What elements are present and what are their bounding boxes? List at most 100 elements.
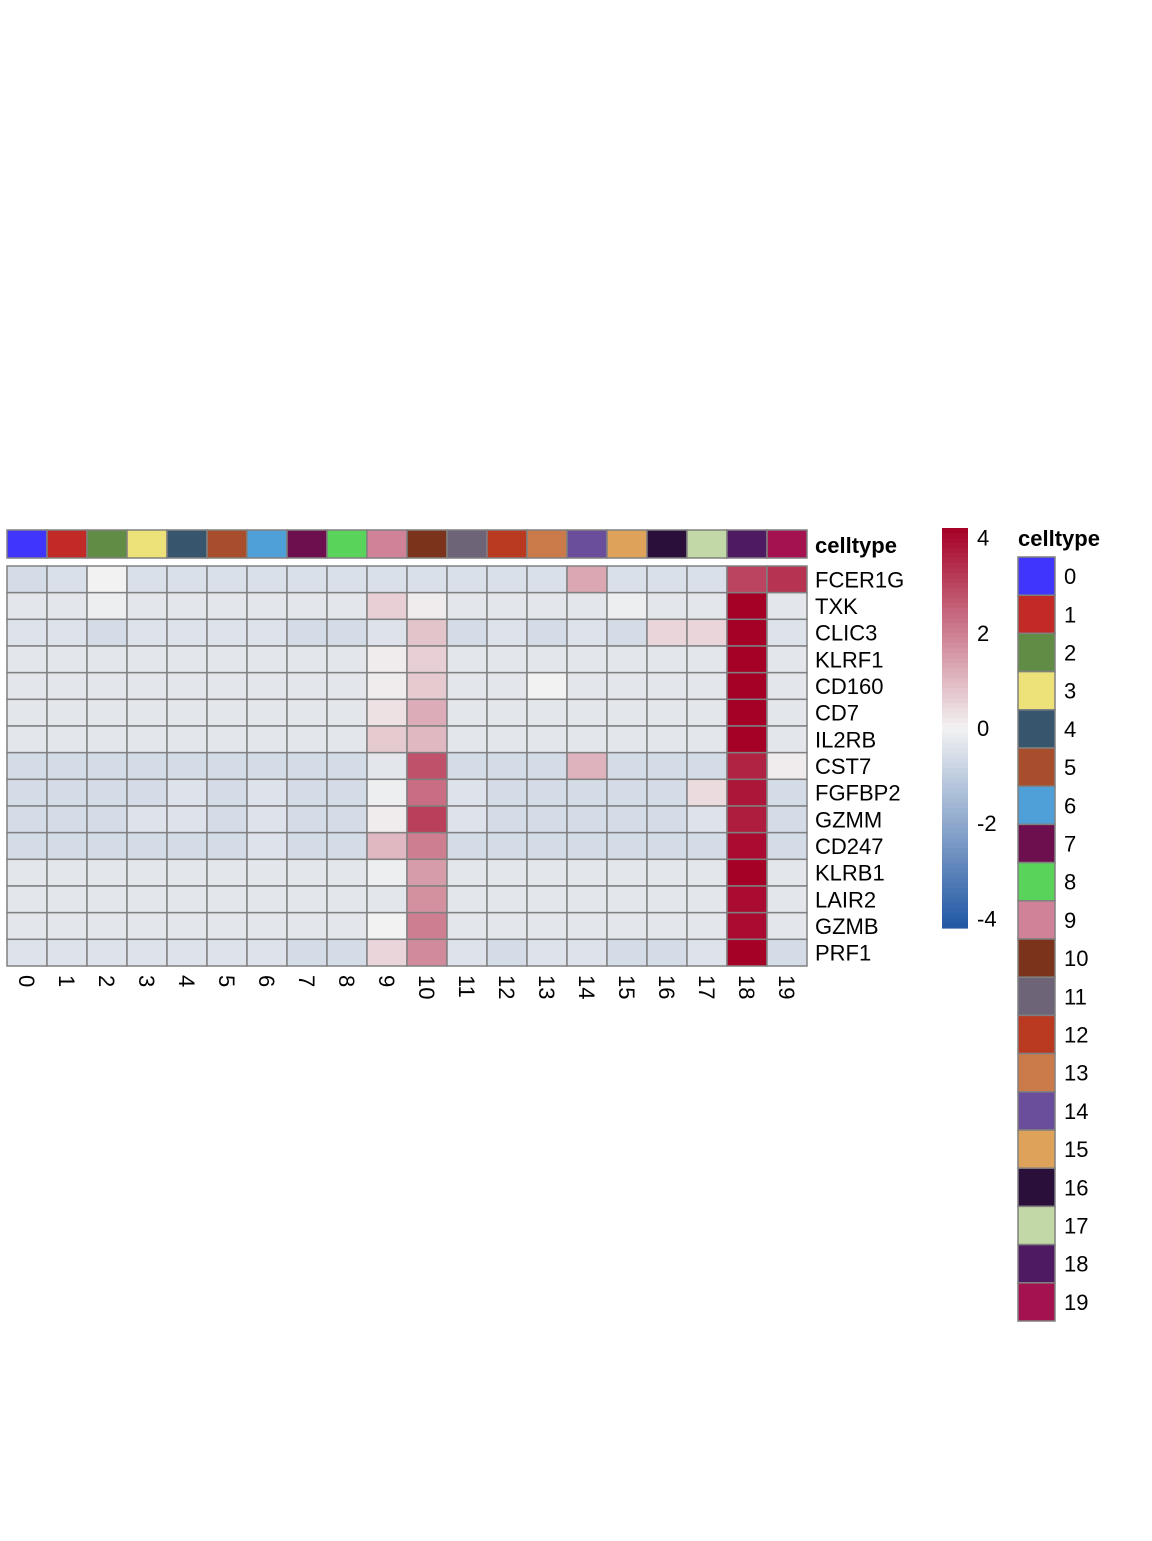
- legend-swatch-7: [1017, 823, 1056, 864]
- colorbar-segment: [942, 568, 968, 574]
- heatmap-cell: [726, 805, 768, 834]
- column-label-16: 16: [654, 975, 679, 999]
- heatmap-cell: [566, 591, 608, 621]
- legend-label-9: 9: [1064, 908, 1076, 933]
- heatmap-cell: [406, 591, 448, 621]
- legend-label-18: 18: [1064, 1252, 1088, 1277]
- colorbar-segment: [942, 583, 968, 589]
- colorbar-segment: [942, 843, 968, 849]
- colorbar-segment: [942, 873, 968, 879]
- legend-label-1: 1: [1064, 602, 1076, 627]
- heatmap-cell: [366, 805, 408, 834]
- heatmap-cell: [366, 858, 408, 887]
- heatmap-cell: [126, 805, 168, 834]
- heatmap-cell: [606, 831, 648, 861]
- heatmap-cell: [726, 751, 768, 781]
- legend-label-7: 7: [1064, 832, 1076, 857]
- heatmap-cell: [686, 858, 728, 887]
- heatmap-cell: [206, 698, 248, 727]
- colorbar-segment: [942, 653, 968, 659]
- legend-label-5: 5: [1064, 755, 1076, 780]
- colorbar-segment: [942, 603, 968, 609]
- heatmap-cell: [286, 725, 328, 754]
- heatmap-cell: [406, 778, 448, 807]
- colorbar-segment: [942, 663, 968, 669]
- heatmap-cell: [286, 885, 328, 914]
- colorbar-segment: [942, 528, 968, 534]
- colorbar-segment: [942, 878, 968, 884]
- heatmap-cell: [486, 698, 528, 727]
- heatmap-cell: [166, 725, 208, 754]
- colorbar-segment: [942, 918, 968, 924]
- colorbar-segment: [942, 773, 968, 779]
- heatmap-cell: [446, 671, 488, 701]
- heatmap-cell: [566, 671, 608, 701]
- row-label-CST7: CST7: [815, 754, 871, 779]
- annotation-cell-4: [166, 529, 208, 559]
- colorbar-segment: [942, 763, 968, 769]
- legend-label-13: 13: [1064, 1061, 1088, 1086]
- legend-label-10: 10: [1064, 946, 1088, 971]
- heatmap-cell: [766, 778, 808, 807]
- column-label-10: 10: [414, 975, 439, 999]
- heatmap-cell: [446, 911, 488, 941]
- heatmap-cell: [286, 751, 328, 781]
- colorbar-segment: [942, 638, 968, 644]
- annotation-cell-6: [246, 529, 288, 559]
- heatmap-cell: [46, 938, 88, 967]
- heatmap-cell: [46, 751, 88, 781]
- annotation-cell-8: [326, 529, 368, 559]
- heatmap-cell: [286, 565, 328, 594]
- heatmap-cell: [366, 645, 408, 674]
- legend-label-16: 16: [1064, 1175, 1088, 1200]
- heatmap-cell: [326, 885, 368, 914]
- colorbar-segment: [942, 803, 968, 809]
- heatmap-cell: [526, 911, 568, 941]
- heatmap-cell: [6, 591, 48, 621]
- annotation-cell-7: [286, 529, 328, 559]
- heatmap-cell: [46, 725, 88, 754]
- annotation-cell-15: [606, 529, 648, 559]
- colorbar-segment: [942, 668, 968, 674]
- heatmap-cell: [126, 938, 168, 967]
- heatmap-cell: [206, 618, 248, 647]
- heatmap-cell: [86, 725, 128, 754]
- column-label-19: 19: [774, 975, 799, 999]
- heatmap-cell: [646, 751, 688, 781]
- colorbar-segment: [942, 923, 968, 929]
- colorbar-segment: [942, 743, 968, 749]
- heatmap-cell: [646, 885, 688, 914]
- heatmap-cell: [206, 938, 248, 967]
- heatmap-cell: [526, 751, 568, 781]
- heatmap-cell: [6, 645, 48, 674]
- heatmap-cell: [606, 618, 648, 647]
- heatmap-cell: [166, 671, 208, 701]
- heatmap-cell: [126, 778, 168, 807]
- heatmap-cell: [486, 858, 528, 887]
- heatmap-cell: [406, 698, 448, 727]
- colorbar-segment: [942, 613, 968, 619]
- annotation-cell-5: [206, 529, 248, 559]
- heatmap-cell: [566, 565, 608, 594]
- heatmap-cell: [766, 938, 808, 967]
- heatmap-cell: [406, 858, 448, 887]
- column-label-12: 12: [494, 975, 519, 999]
- colorbar-segment: [942, 533, 968, 539]
- heatmap-cell: [166, 751, 208, 781]
- colorbar-segment: [942, 908, 968, 914]
- heatmap-cell: [486, 671, 528, 701]
- heatmap-cell: [446, 751, 488, 781]
- heatmap-cell: [686, 778, 728, 807]
- colorbar-segment: [942, 573, 968, 579]
- heatmap-cell: [766, 618, 808, 647]
- heatmap-cell: [446, 831, 488, 861]
- heatmap-cell: [6, 911, 48, 941]
- heatmap-cell: [326, 805, 368, 834]
- heatmap-cell: [646, 671, 688, 701]
- heatmap-cell: [486, 725, 528, 754]
- heatmap-cell: [446, 778, 488, 807]
- heatmap-cell: [646, 805, 688, 834]
- legend-label-14: 14: [1064, 1099, 1088, 1124]
- colorbar-segment: [942, 643, 968, 649]
- heatmap-cell: [126, 645, 168, 674]
